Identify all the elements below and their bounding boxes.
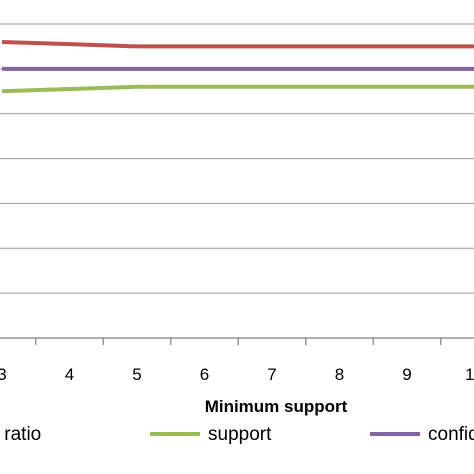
x-tick-labels: 3 4 5 6 7 8 9 10: [0, 365, 474, 384]
grid-lines: [0, 23, 474, 294]
x-tick-label: 5: [132, 365, 141, 384]
x-axis-label: Minimum support: [205, 397, 348, 416]
legend-label: confidence: [428, 424, 474, 445]
series-line-lift-ratio: [1, 39, 474, 49]
x-tick-label: 7: [267, 365, 276, 384]
series-line-support: [1, 84, 474, 94]
legend: lift ratio support confidence: [0, 424, 474, 445]
x-axis: [0, 337, 474, 345]
series-lines: [1, 39, 474, 94]
legend-label: support: [208, 424, 272, 445]
x-tick-label: 10: [465, 365, 474, 384]
x-tick-label: 6: [200, 365, 209, 384]
x-tick-label: 3: [0, 365, 7, 384]
x-tick-label: 4: [65, 365, 74, 384]
legend-label: lift ratio: [0, 424, 41, 445]
x-tick-label: 8: [335, 365, 344, 384]
x-tick-label: 9: [402, 365, 411, 384]
